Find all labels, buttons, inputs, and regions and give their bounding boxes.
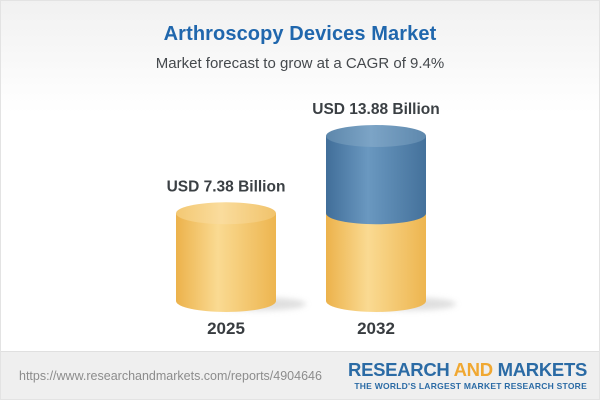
category-label: 2025 [207, 319, 245, 338]
logo-word-research: RESEARCH [348, 358, 450, 380]
cylinder-top [176, 202, 276, 225]
cylinder-2025 [176, 202, 306, 312]
logo-word-and: AND [453, 358, 493, 380]
base-segment [176, 213, 276, 312]
logo-word-markets: MARKETS [497, 358, 588, 380]
logo-tagline: THE WORLD'S LARGEST MARKET RESEARCH STOR… [354, 381, 587, 391]
page-title: Arthroscopy Devices Market [163, 23, 437, 45]
category-label: 2032 [357, 319, 395, 338]
logo-wordmark: RESEARCH AND MARKETS [348, 358, 588, 380]
chart-header: Arthroscopy Devices Market Market foreca… [1, 1, 599, 72]
cylinder-2032 [326, 125, 456, 312]
footer-bar: https://www.researchandmarkets.com/repor… [1, 351, 599, 399]
growth-segment [326, 136, 426, 225]
page-subtitle: Market forecast to grow at a CAGR of 9.4… [155, 55, 445, 72]
cylinder-top [326, 125, 426, 147]
base-segment [326, 213, 426, 312]
research-and-markets-logo: RESEARCH AND MARKETS THE WORLD'S LARGEST… [348, 358, 588, 391]
value-label: USD 7.38 Billion [167, 178, 286, 195]
report-url: https://www.researchandmarkets.com/repor… [19, 368, 322, 383]
header-background [1, 1, 599, 113]
value-label: USD 13.88 Billion [312, 101, 439, 118]
